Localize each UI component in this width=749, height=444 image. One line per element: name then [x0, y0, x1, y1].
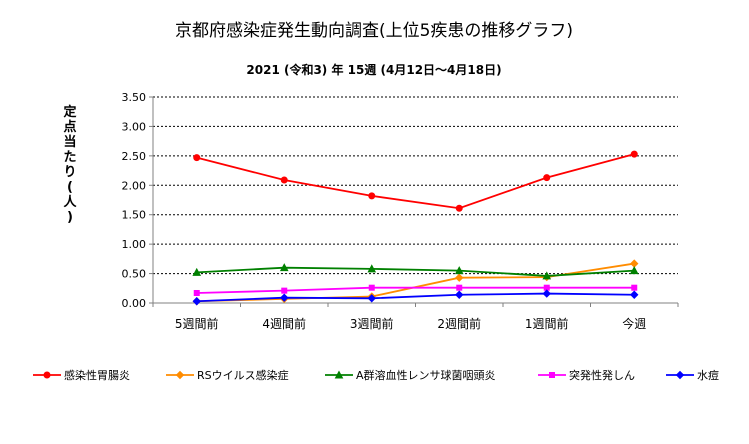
legend-label: 感染性胃腸炎 [64, 368, 130, 382]
legend-entry: 感染性胃腸炎 [33, 368, 130, 382]
data-point [630, 290, 639, 299]
data-point [193, 154, 201, 162]
y-axis-label-char: た [63, 150, 76, 165]
y-axis-label-char: り [63, 165, 76, 180]
data-point [367, 294, 376, 303]
x-category-label: 4週間前 [262, 316, 306, 331]
data-point [455, 290, 464, 299]
chart-subtitle: 2021 (令和3) 年 15週 (4月12日～4月18日) [246, 62, 501, 77]
y-axis-label-char: ) [67, 210, 73, 225]
data-point [367, 264, 377, 273]
y-axis-label-char: ( [67, 180, 73, 195]
data-point [542, 289, 551, 298]
data-point [193, 289, 200, 296]
series-line [196, 266, 635, 277]
x-category-label: 5週間前 [175, 316, 219, 331]
data-point [280, 176, 288, 184]
y-axis-label-char: 人 [63, 194, 77, 210]
legend: 感染性胃腸炎 RSウイルス感染症 A群溶血性レンサ球菌咽頭炎 突発性発しん 水痘 [33, 368, 719, 382]
data-point [630, 150, 638, 158]
data-point [368, 192, 376, 200]
legend-entry: RSウイルス感染症 [166, 368, 289, 382]
axes [149, 96, 679, 307]
x-category-label: 3週間前 [350, 316, 394, 331]
series-1 [193, 150, 638, 212]
y-tick-labels: 0.00 0.50 1.00 1.50 2.00 2.50 3.00 3.50 [122, 91, 147, 310]
series-group [192, 150, 639, 306]
y-axis-label-char: 当 [63, 134, 76, 150]
data-point [455, 273, 464, 282]
legend-swatch-marker [175, 370, 185, 380]
legend-entry: 突発性発しん [538, 368, 635, 382]
gridlines [153, 96, 678, 275]
y-tick-label: 0.50 [122, 268, 147, 281]
series-line [196, 153, 635, 210]
x-category-labels: 5週間前 4週間前 3週間前 2週間前 1週間前 今週 [175, 316, 646, 331]
legend-swatch-marker [43, 371, 51, 379]
legend-entry: 水痘 [666, 368, 719, 382]
data-point [542, 271, 552, 280]
x-category-label: 1週間前 [525, 316, 569, 331]
y-tick-label: 2.50 [122, 150, 147, 163]
y-tick-label: 3.00 [122, 120, 147, 133]
chart-title: 京都府感染症発生動向調査(上位5疾患の推移グラフ) [175, 21, 573, 41]
series-4 [193, 284, 638, 296]
x-category-label: 2週間前 [437, 316, 481, 331]
legend-swatch-marker [334, 370, 344, 379]
y-axis-label-char: 定 [62, 104, 76, 120]
legend-label: A群溶血性レンサ球菌咽頭炎 [356, 368, 496, 382]
legend-label: 水痘 [697, 368, 719, 382]
data-point [455, 204, 463, 212]
data-point [281, 287, 288, 294]
data-point [543, 174, 551, 182]
legend-swatch-marker [549, 372, 555, 378]
y-tick-label: 0.00 [122, 297, 147, 310]
legend-label: RSウイルス感染症 [197, 368, 289, 382]
data-point [631, 284, 638, 291]
series-line [196, 292, 635, 303]
y-tick-label: 1.50 [122, 209, 147, 222]
data-point [630, 259, 639, 268]
legend-entry: A群溶血性レンサ球菌咽頭炎 [325, 368, 496, 382]
x-category-label: 今週 [622, 316, 646, 331]
legend-swatch-marker [675, 370, 685, 380]
data-point [280, 293, 289, 302]
y-tick-label: 2.00 [122, 179, 147, 192]
y-axis-label-char: 点 [63, 119, 76, 135]
data-point [192, 297, 201, 306]
y-tick-label: 3.50 [122, 91, 147, 104]
y-tick-label: 1.00 [122, 238, 147, 251]
data-point [279, 263, 289, 272]
series-line [196, 286, 635, 294]
series-5 [192, 289, 639, 306]
legend-label: 突発性発しん [569, 368, 635, 382]
series-3 [192, 263, 639, 280]
data-point [456, 284, 463, 291]
data-point [192, 267, 202, 276]
data-point [629, 266, 639, 275]
data-point [368, 284, 375, 291]
data-point [454, 266, 464, 275]
